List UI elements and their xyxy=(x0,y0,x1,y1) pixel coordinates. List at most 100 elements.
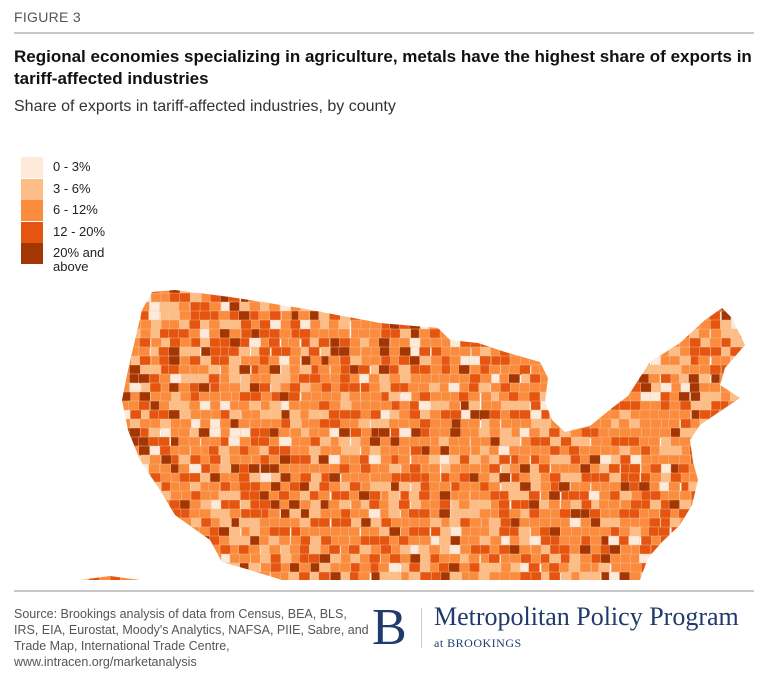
county-cell xyxy=(80,490,93,502)
county-cell xyxy=(308,526,321,538)
county-cell xyxy=(648,364,661,376)
county-cell xyxy=(200,499,213,511)
county-cell xyxy=(691,221,702,231)
county-cell xyxy=(180,571,193,580)
county-cell xyxy=(480,391,493,403)
county-cell xyxy=(208,481,220,493)
county-cell xyxy=(378,337,390,349)
county-cell xyxy=(689,310,701,322)
county-cell xyxy=(679,490,692,502)
county-cell xyxy=(149,176,160,186)
county-cell xyxy=(208,328,221,340)
county-cell xyxy=(500,275,511,285)
county-cell xyxy=(608,391,621,403)
county-cell xyxy=(619,571,631,580)
county-cell xyxy=(100,508,113,520)
county-cell xyxy=(269,158,280,168)
county-cell xyxy=(369,490,381,502)
county-cell xyxy=(118,472,131,484)
county-cell xyxy=(191,194,202,204)
county-cell xyxy=(710,212,721,222)
county-cell xyxy=(449,373,461,385)
county-cell xyxy=(339,239,350,249)
county-cell xyxy=(478,571,490,580)
county-cell xyxy=(709,544,722,556)
county-cell xyxy=(679,257,690,267)
county-cell xyxy=(150,248,161,258)
county-cell xyxy=(231,176,242,186)
county-cell xyxy=(140,499,152,511)
county-cell xyxy=(609,140,620,150)
county-cell xyxy=(691,239,702,249)
county-cell xyxy=(75,364,82,376)
county-cell xyxy=(59,338,70,348)
county-cell xyxy=(98,562,110,574)
county-cell xyxy=(609,194,620,204)
county-cell xyxy=(430,355,443,367)
county-cell xyxy=(150,292,163,304)
county-cell xyxy=(399,346,411,358)
county-cell xyxy=(140,230,151,240)
county-cell xyxy=(99,290,111,295)
county-cell xyxy=(280,185,291,195)
county-cell xyxy=(75,290,81,295)
county-cell xyxy=(699,553,711,565)
county-cell xyxy=(589,508,601,520)
county-cell xyxy=(431,221,442,231)
county-cell xyxy=(178,364,191,376)
county-cell xyxy=(89,310,101,322)
county-cell xyxy=(610,266,621,276)
county-cell xyxy=(400,221,411,231)
county-cell xyxy=(149,239,160,249)
county-cell xyxy=(250,194,261,204)
county-cell xyxy=(549,290,562,295)
county-cell xyxy=(229,490,241,502)
county-cell xyxy=(151,212,162,222)
county-cell xyxy=(691,140,702,150)
county-cell xyxy=(451,248,462,258)
county-cell xyxy=(339,266,350,276)
county-cell xyxy=(169,194,180,204)
county-cell xyxy=(478,301,491,313)
county-cell xyxy=(729,418,741,430)
county-cell xyxy=(739,257,750,267)
county-cell xyxy=(469,185,480,195)
county-cell xyxy=(191,239,202,249)
county-cell xyxy=(388,562,401,574)
county-cell xyxy=(710,319,722,331)
county-cell xyxy=(679,400,692,412)
county-cell xyxy=(261,275,272,285)
county-cell xyxy=(439,454,451,466)
county-cell xyxy=(468,290,480,295)
county-cell xyxy=(649,266,660,276)
county-cell xyxy=(501,239,512,249)
county-cell xyxy=(689,544,701,556)
county-cell xyxy=(351,167,362,177)
county-cell xyxy=(720,167,731,177)
county-cell xyxy=(589,418,601,430)
county-cell xyxy=(630,194,641,204)
county-cell xyxy=(80,517,93,529)
county-cell xyxy=(708,526,720,538)
county-cell xyxy=(88,418,100,430)
county-cell xyxy=(630,454,642,466)
county-cell xyxy=(718,562,731,574)
county-cell xyxy=(649,481,662,493)
county-cell xyxy=(408,517,421,529)
county-cell xyxy=(669,221,680,231)
county-cell xyxy=(120,355,132,367)
county-cell xyxy=(158,355,171,367)
county-cell xyxy=(530,409,543,421)
county-cell xyxy=(300,185,311,195)
county-cell xyxy=(380,167,391,177)
county-cell xyxy=(480,149,491,159)
county-cell xyxy=(579,158,590,168)
county-cell xyxy=(749,248,760,258)
county-cell xyxy=(328,454,340,466)
county-cell xyxy=(359,562,372,574)
county-cell xyxy=(189,292,202,304)
county-cell xyxy=(191,149,202,159)
county-cell xyxy=(699,158,710,168)
county-cell xyxy=(330,275,341,285)
county-cell xyxy=(210,140,221,150)
